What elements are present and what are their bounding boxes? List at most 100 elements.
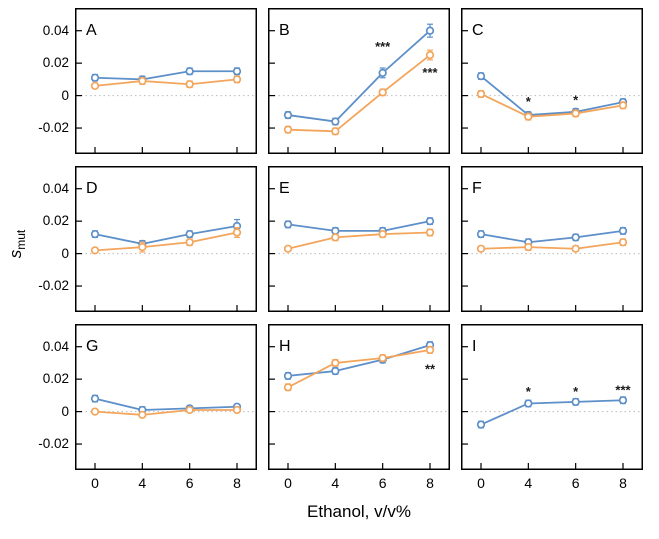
data-point-orange (90, 81, 100, 91)
panel-A: A (75, 8, 257, 154)
series-line-blue (287, 220, 431, 232)
series-line-blue (94, 225, 238, 245)
significance-stars: * (573, 384, 579, 399)
data-point-orange (90, 407, 100, 416)
x-tick-label: 6 (185, 475, 194, 491)
data-point-orange (232, 228, 242, 237)
data-point-blue (331, 226, 340, 236)
data-point-blue (476, 420, 486, 429)
data-point-orange (476, 89, 486, 99)
y-axis-label: smut (6, 230, 28, 259)
x-tick-label: 6 (571, 475, 580, 491)
panel-C: C * * (461, 8, 643, 154)
y-tick-label: 0.02 (42, 213, 69, 229)
significance-stars: * (526, 384, 532, 399)
data-point-orange (425, 50, 435, 60)
x-tick-label: 0 (91, 475, 99, 491)
panel-letter: D (86, 180, 98, 197)
data-point-orange (283, 244, 293, 253)
data-point-orange (232, 405, 242, 415)
data-point-orange (425, 345, 435, 355)
series-line-orange (287, 54, 431, 133)
data-point-blue (90, 73, 100, 82)
panel-border (268, 324, 450, 470)
data-point-blue (283, 220, 293, 229)
data-point-orange (185, 405, 194, 415)
series-line-blue (287, 344, 431, 377)
x-tick-label: 8 (619, 475, 627, 491)
panel-B: B *** *** (268, 8, 450, 154)
data-point-orange (283, 125, 293, 134)
panel-letter: G (86, 338, 98, 355)
series-line-orange (94, 231, 238, 252)
data-point-orange (90, 246, 100, 255)
panel-border (268, 8, 450, 154)
significance-stars: *** (615, 383, 631, 398)
x-tick-label: 4 (138, 475, 147, 491)
series-line-orange (94, 409, 237, 416)
x-axis-label: Ethanol, v/v% (307, 502, 411, 521)
data-point-orange (283, 383, 293, 392)
y-tick-label: 0.02 (42, 371, 69, 387)
series-line-blue (94, 397, 238, 411)
series-line-blue (480, 75, 624, 116)
data-point-orange (571, 244, 580, 253)
y-tick-label: -0.02 (38, 278, 69, 294)
x-tick-label: 0 (284, 475, 292, 491)
data-point-blue (524, 399, 533, 408)
series-line-orange (287, 349, 431, 389)
data-point-blue (571, 233, 580, 242)
data-point-blue (618, 226, 628, 236)
panel-letter: E (279, 180, 290, 197)
series-line-blue (287, 30, 431, 123)
data-point-orange (618, 238, 628, 247)
panel-letter: F (472, 180, 482, 197)
data-point-blue (571, 397, 580, 407)
x-tick-label: 0 (477, 475, 485, 491)
data-point-blue (618, 396, 628, 405)
data-point-blue (283, 110, 293, 120)
data-point-blue (425, 26, 435, 35)
data-point-blue (425, 217, 435, 226)
significance-stars: * (573, 92, 579, 107)
panel-letter: A (86, 22, 97, 39)
y-tick-label: -0.02 (38, 120, 69, 136)
data-point-blue (331, 117, 340, 126)
y-tick-label: 0 (61, 403, 69, 419)
data-point-orange (425, 228, 435, 237)
panel-G: G (75, 324, 257, 470)
y-tick-label: 0.02 (42, 55, 69, 71)
data-point-blue (90, 394, 100, 403)
panel-border (268, 166, 450, 312)
x-tick-label: 8 (426, 475, 434, 491)
series-line-orange (480, 241, 624, 250)
data-point-orange (138, 76, 147, 86)
panel-letter: H (279, 338, 291, 355)
significance-stars: * (526, 94, 532, 109)
data-point-orange (524, 112, 533, 121)
panel-F: F (461, 166, 643, 312)
panel-letter: C (472, 22, 484, 39)
data-point-orange (185, 238, 194, 247)
data-point-orange (378, 88, 387, 97)
data-point-orange (232, 75, 242, 84)
x-tick-label: 8 (233, 475, 241, 491)
significance-stars: ** (425, 361, 436, 376)
y-axis-label-sub: mut (14, 229, 29, 250)
data-point-blue (378, 68, 387, 78)
series-line-blue (94, 70, 237, 81)
panel-border (461, 8, 643, 154)
panel-E: E (268, 166, 450, 312)
data-point-orange (138, 242, 147, 252)
panel-letter: I (472, 338, 476, 355)
data-point-orange (331, 358, 340, 368)
series-line-orange (287, 231, 431, 250)
panel-border (461, 166, 643, 312)
panel-border (75, 324, 257, 470)
data-point-orange (476, 244, 486, 253)
panel-I: I* * *** (461, 324, 643, 470)
significance-stars: *** (422, 65, 438, 80)
data-point-blue (185, 67, 194, 76)
data-point-blue (90, 229, 100, 239)
